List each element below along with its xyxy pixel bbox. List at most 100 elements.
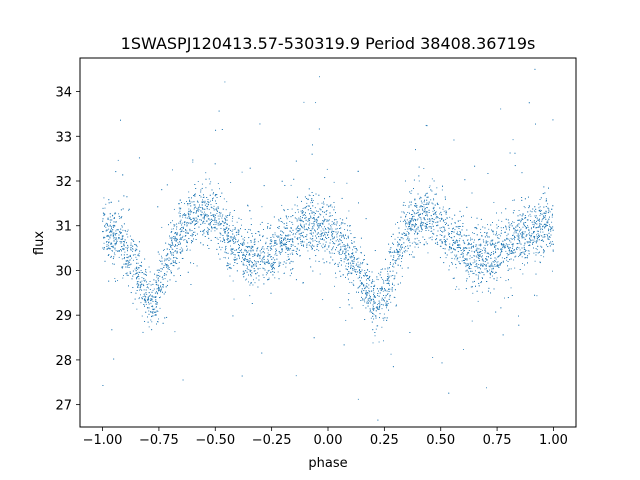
data-point — [171, 244, 172, 246]
data-point — [289, 275, 291, 277]
data-point — [248, 253, 250, 255]
data-point — [382, 282, 384, 284]
data-point — [407, 237, 408, 239]
data-point — [367, 298, 369, 300]
data-point — [148, 313, 150, 315]
data-point — [312, 205, 314, 207]
data-point — [405, 249, 407, 251]
data-point — [428, 220, 430, 222]
data-point — [403, 247, 405, 249]
data-point — [368, 284, 370, 286]
data-point — [279, 243, 281, 245]
data-point — [321, 238, 323, 240]
data-point — [291, 268, 293, 270]
data-point — [519, 231, 520, 233]
data-point — [390, 301, 392, 303]
data-point — [309, 237, 311, 239]
data-point — [180, 202, 182, 203]
data-point — [270, 239, 272, 240]
data-point — [406, 250, 408, 252]
data-point — [506, 237, 508, 239]
data-point — [303, 241, 305, 243]
data-point — [413, 241, 415, 243]
data-point — [535, 241, 537, 242]
data-point — [303, 101, 305, 103]
data-point — [454, 214, 456, 216]
data-point — [309, 232, 311, 234]
data-point — [203, 230, 205, 231]
data-point — [543, 249, 544, 251]
data-point — [403, 250, 405, 252]
data-point — [127, 236, 129, 238]
data-point — [413, 224, 415, 226]
data-point — [415, 205, 417, 207]
data-point — [230, 182, 232, 183]
data-point — [131, 257, 133, 259]
data-point — [226, 226, 228, 228]
data-point — [254, 282, 256, 284]
data-point — [369, 294, 371, 296]
data-point — [435, 211, 437, 213]
data-point — [467, 262, 469, 264]
data-point — [417, 193, 419, 195]
data-point — [336, 221, 338, 223]
data-point — [246, 267, 248, 269]
data-point — [482, 255, 483, 257]
data-point — [471, 216, 472, 218]
data-point — [392, 259, 393, 261]
data-point — [544, 192, 546, 194]
data-point — [465, 263, 467, 264]
data-point — [476, 256, 478, 258]
data-point — [149, 295, 151, 297]
data-point — [330, 204, 332, 206]
data-point — [552, 241, 554, 243]
data-point — [377, 294, 378, 296]
data-point — [410, 254, 412, 256]
data-point — [347, 246, 349, 248]
data-point — [275, 253, 277, 254]
data-point — [280, 253, 281, 255]
data-point — [340, 223, 342, 225]
data-point — [305, 205, 307, 207]
data-point — [179, 229, 181, 230]
data-point — [544, 227, 546, 229]
data-point — [150, 319, 152, 321]
data-point — [292, 229, 294, 231]
data-point — [428, 237, 430, 239]
data-point — [115, 230, 117, 232]
data-point — [323, 229, 325, 231]
data-point — [359, 264, 361, 266]
data-point — [326, 168, 328, 170]
data-point — [520, 254, 522, 255]
data-point — [228, 235, 230, 237]
data-point — [508, 248, 509, 249]
data-point — [512, 139, 514, 141]
data-point — [194, 231, 196, 233]
data-point — [102, 212, 104, 214]
data-point — [104, 237, 106, 239]
data-point — [424, 208, 426, 210]
data-point — [436, 187, 438, 189]
data-point — [478, 239, 480, 240]
data-point — [239, 250, 241, 252]
data-point — [200, 207, 202, 208]
data-point — [514, 256, 516, 258]
data-point — [318, 227, 320, 229]
data-point — [266, 255, 268, 257]
data-point — [163, 266, 165, 268]
data-point — [449, 265, 450, 267]
data-point — [449, 243, 451, 245]
data-point — [464, 262, 466, 264]
data-point — [112, 245, 114, 247]
data-point — [330, 256, 332, 258]
data-point — [542, 239, 543, 241]
data-point — [389, 251, 391, 253]
data-point — [383, 319, 385, 321]
data-point — [528, 228, 530, 230]
data-point — [321, 245, 323, 247]
data-point — [388, 243, 390, 245]
data-point — [425, 230, 427, 231]
data-point — [297, 237, 299, 239]
data-point — [176, 245, 178, 247]
data-point — [143, 285, 145, 287]
